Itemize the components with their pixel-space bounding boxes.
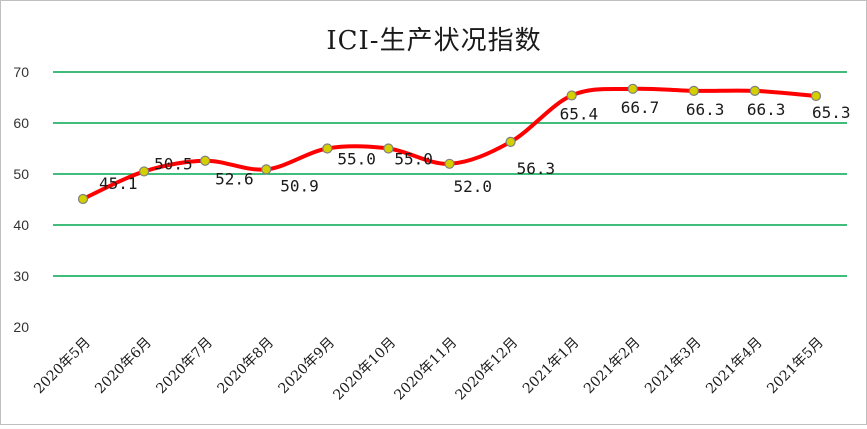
data-point bbox=[810, 90, 822, 102]
x-tick-label: 2020年7月 bbox=[153, 335, 216, 398]
x-tick-label: 2020年8月 bbox=[214, 335, 277, 398]
x-tick-label: 2021年1月 bbox=[520, 335, 583, 398]
data-point bbox=[749, 85, 761, 96]
data-label: 50.9 bbox=[280, 176, 319, 195]
data-point bbox=[566, 90, 577, 101]
x-tick-label: 2021年4月 bbox=[703, 335, 766, 398]
data-labels: 45.1 50.5 52.6 50.9 55.0 55.0 52.0 56.3 65.4 66.7… bbox=[99, 98, 851, 196]
data-label: 55.0 bbox=[337, 150, 376, 169]
data-label: 56.3 bbox=[517, 159, 556, 178]
x-tick-label: 2020年12月 bbox=[453, 335, 522, 404]
y-axis-ticks: 20 30 40 50 60 70 bbox=[13, 64, 29, 335]
data-label: 66.7 bbox=[621, 98, 660, 117]
chart-title: ICI-生产状况指数 bbox=[326, 26, 541, 56]
data-point bbox=[444, 158, 455, 169]
data-label: 66.3 bbox=[747, 100, 786, 119]
y-tick-label: 20 bbox=[13, 319, 29, 335]
x-tick-label: 2020年6月 bbox=[92, 335, 155, 398]
x-tick-label: 2021年5月 bbox=[764, 335, 827, 398]
x-tick-label: 2021年2月 bbox=[581, 335, 644, 398]
data-point bbox=[77, 193, 89, 205]
y-tick-label: 40 bbox=[13, 217, 29, 233]
data-point bbox=[200, 155, 211, 166]
y-tick-label: 30 bbox=[13, 268, 29, 284]
y-tick-label: 60 bbox=[13, 115, 29, 131]
x-tick-label: 2020年5月 bbox=[31, 335, 94, 398]
x-tick-label: 2020年11月 bbox=[391, 335, 460, 404]
data-label: 52.6 bbox=[215, 170, 254, 189]
data-label: 66.3 bbox=[686, 100, 725, 119]
data-point bbox=[627, 83, 638, 94]
data-markers bbox=[77, 83, 822, 205]
x-tick-label: 2020年9月 bbox=[276, 335, 339, 398]
data-label: 65.4 bbox=[560, 104, 599, 123]
data-point bbox=[383, 143, 394, 154]
y-tick-label: 70 bbox=[13, 64, 29, 80]
data-point bbox=[261, 164, 272, 175]
data-label: 45.1 bbox=[99, 174, 138, 193]
data-label: 50.5 bbox=[154, 154, 193, 173]
data-label: 65.3 bbox=[812, 103, 851, 122]
x-axis-ticks: 2020年5月2020年6月2020年7月2020年8月2020年9月2020年… bbox=[31, 335, 827, 404]
gridlines bbox=[53, 71, 847, 277]
x-tick-label: 2020年10月 bbox=[330, 335, 399, 404]
data-point bbox=[505, 136, 516, 147]
y-tick-label: 50 bbox=[13, 166, 29, 182]
data-label: 52.0 bbox=[454, 177, 493, 196]
x-tick-label: 2021年3月 bbox=[642, 335, 705, 398]
data-point bbox=[322, 143, 333, 154]
data-point bbox=[688, 85, 699, 96]
data-point bbox=[138, 166, 150, 177]
data-label: 55.0 bbox=[394, 150, 433, 169]
